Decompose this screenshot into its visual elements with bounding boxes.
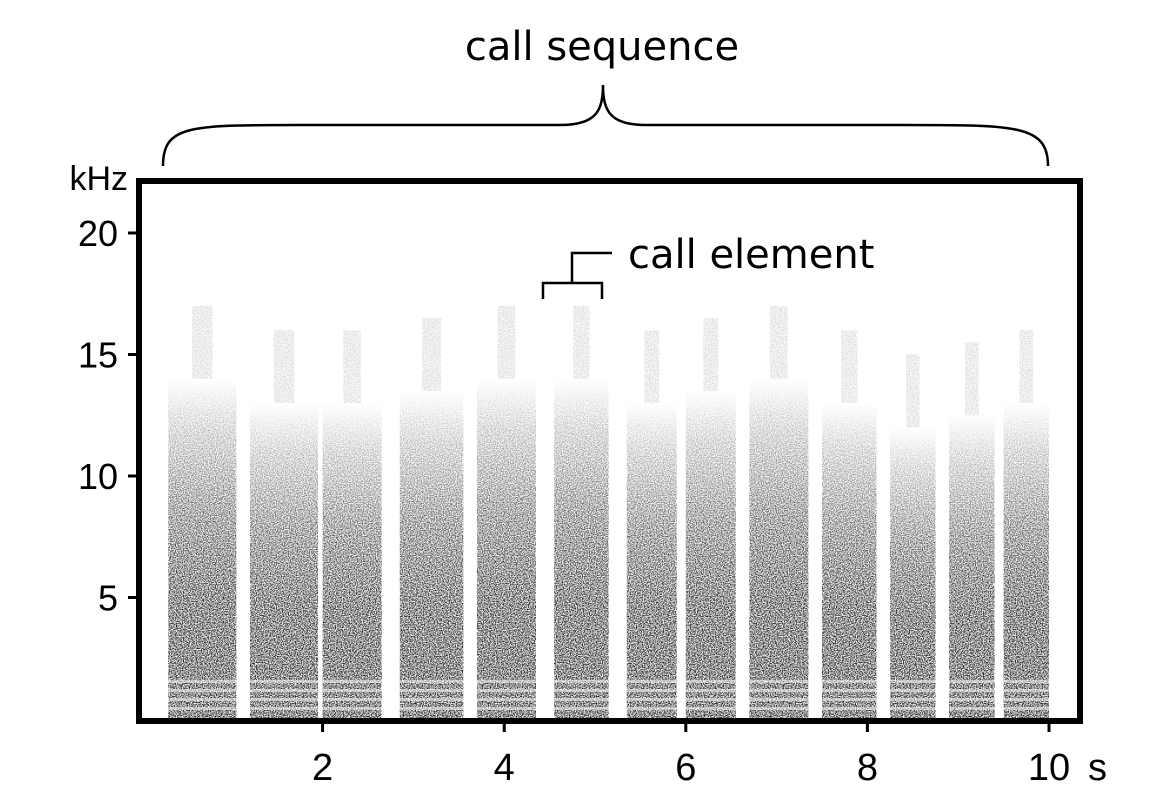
- y-tick-label-10: 10: [78, 456, 118, 497]
- x-tick-label-2: 2: [312, 747, 333, 789]
- plot-frame: [136, 178, 1083, 724]
- call-element-12: [949, 342, 995, 719]
- call-element-9: [749, 305, 809, 719]
- x-tick-label-8: 8: [857, 747, 878, 789]
- y-unit-label: kHz: [69, 160, 128, 198]
- call-element-11: [890, 354, 936, 719]
- call-element-1: [168, 305, 237, 719]
- call-element-3: [322, 330, 382, 719]
- x-tick-label-10: 10: [1028, 747, 1070, 789]
- call-element-7: [626, 330, 677, 719]
- call-element-2: [249, 330, 319, 719]
- call-element-4: [399, 318, 464, 719]
- y-axis: 5 10 15 20: [78, 213, 139, 619]
- x-tick-label-4: 4: [494, 747, 515, 789]
- call-element-5: [476, 305, 536, 719]
- call-element-label: call element: [628, 232, 874, 278]
- y-tick-label-15: 15: [78, 335, 118, 376]
- call-elements: [168, 305, 1049, 719]
- call-element-13: [1003, 330, 1049, 719]
- call-element-bracket: [541, 251, 612, 299]
- call-element-8: [685, 318, 736, 719]
- x-tick-label-6: 6: [675, 747, 696, 789]
- call-sequence-brace: [161, 84, 1050, 167]
- call-element-6: [554, 305, 609, 719]
- call-sequence-label: call sequence: [465, 24, 739, 70]
- x-unit-label: s: [1088, 747, 1107, 789]
- x-axis: 2 4 6 8 10: [312, 721, 1070, 789]
- y-tick-label-5: 5: [98, 578, 118, 619]
- call-element-10: [822, 330, 877, 719]
- y-tick-label-20: 20: [78, 213, 118, 254]
